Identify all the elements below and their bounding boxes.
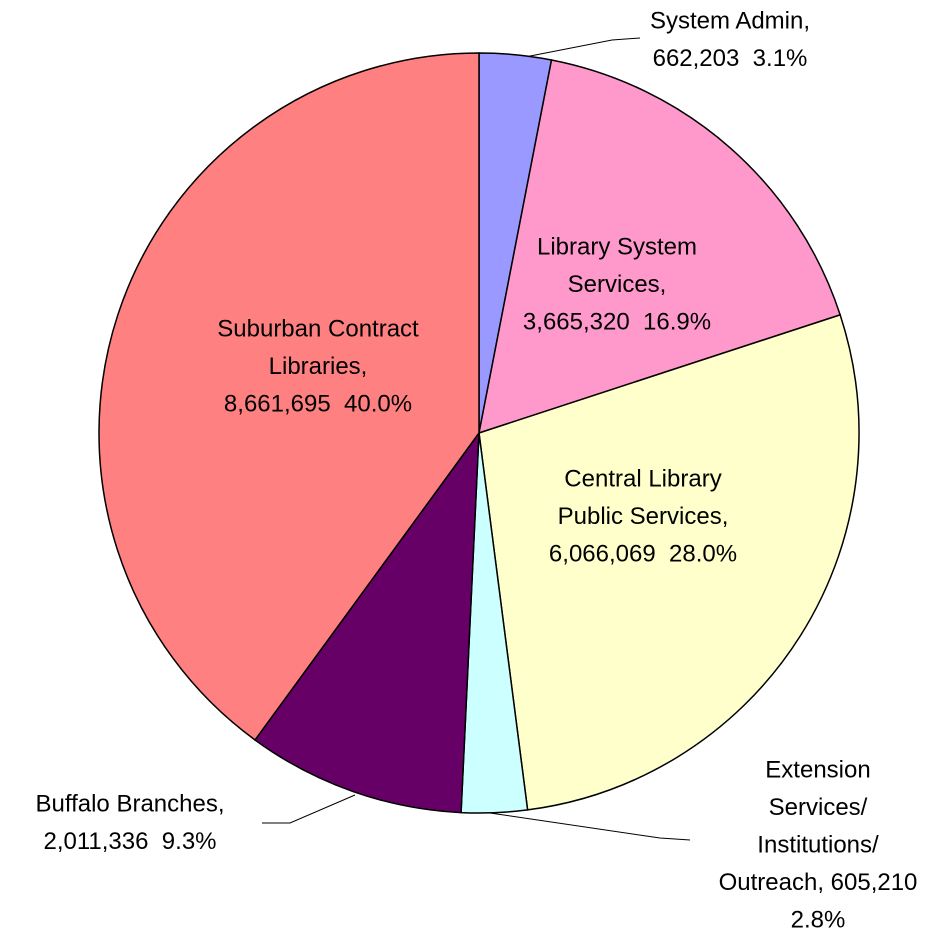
leader-line xyxy=(519,37,641,59)
data-label: System Admin, xyxy=(650,7,810,34)
data-label: 6,066,069 28.0% xyxy=(549,540,737,567)
leader-line xyxy=(262,794,356,824)
data-label: Suburban Contract xyxy=(217,315,419,342)
data-label: Services/ xyxy=(769,794,868,821)
data-label: Extension xyxy=(765,756,870,783)
data-label: 662,203 3.1% xyxy=(653,45,808,72)
pie-slice xyxy=(98,52,480,742)
data-label: 2.8% xyxy=(791,906,846,928)
pie-slice xyxy=(253,430,480,814)
leader-line xyxy=(489,812,691,841)
pie-slice xyxy=(478,59,842,435)
data-label: Outreach, 605,210 xyxy=(719,869,918,896)
data-label: Library System xyxy=(537,233,697,260)
data-label: 2,011,336 9.3% xyxy=(43,828,216,855)
data-label: 8,661,695 40.0% xyxy=(224,390,412,417)
data-label: Public Services, xyxy=(558,503,729,530)
data-label: Central Library xyxy=(564,465,721,492)
data-label: Institutions/ xyxy=(757,831,879,858)
data-label: Buffalo Branches, xyxy=(35,790,224,817)
data-label: Services, xyxy=(568,271,667,298)
data-label: 3,665,320 16.9% xyxy=(523,308,711,335)
data-label: Libraries, xyxy=(269,353,368,380)
pie-slice xyxy=(478,313,860,811)
